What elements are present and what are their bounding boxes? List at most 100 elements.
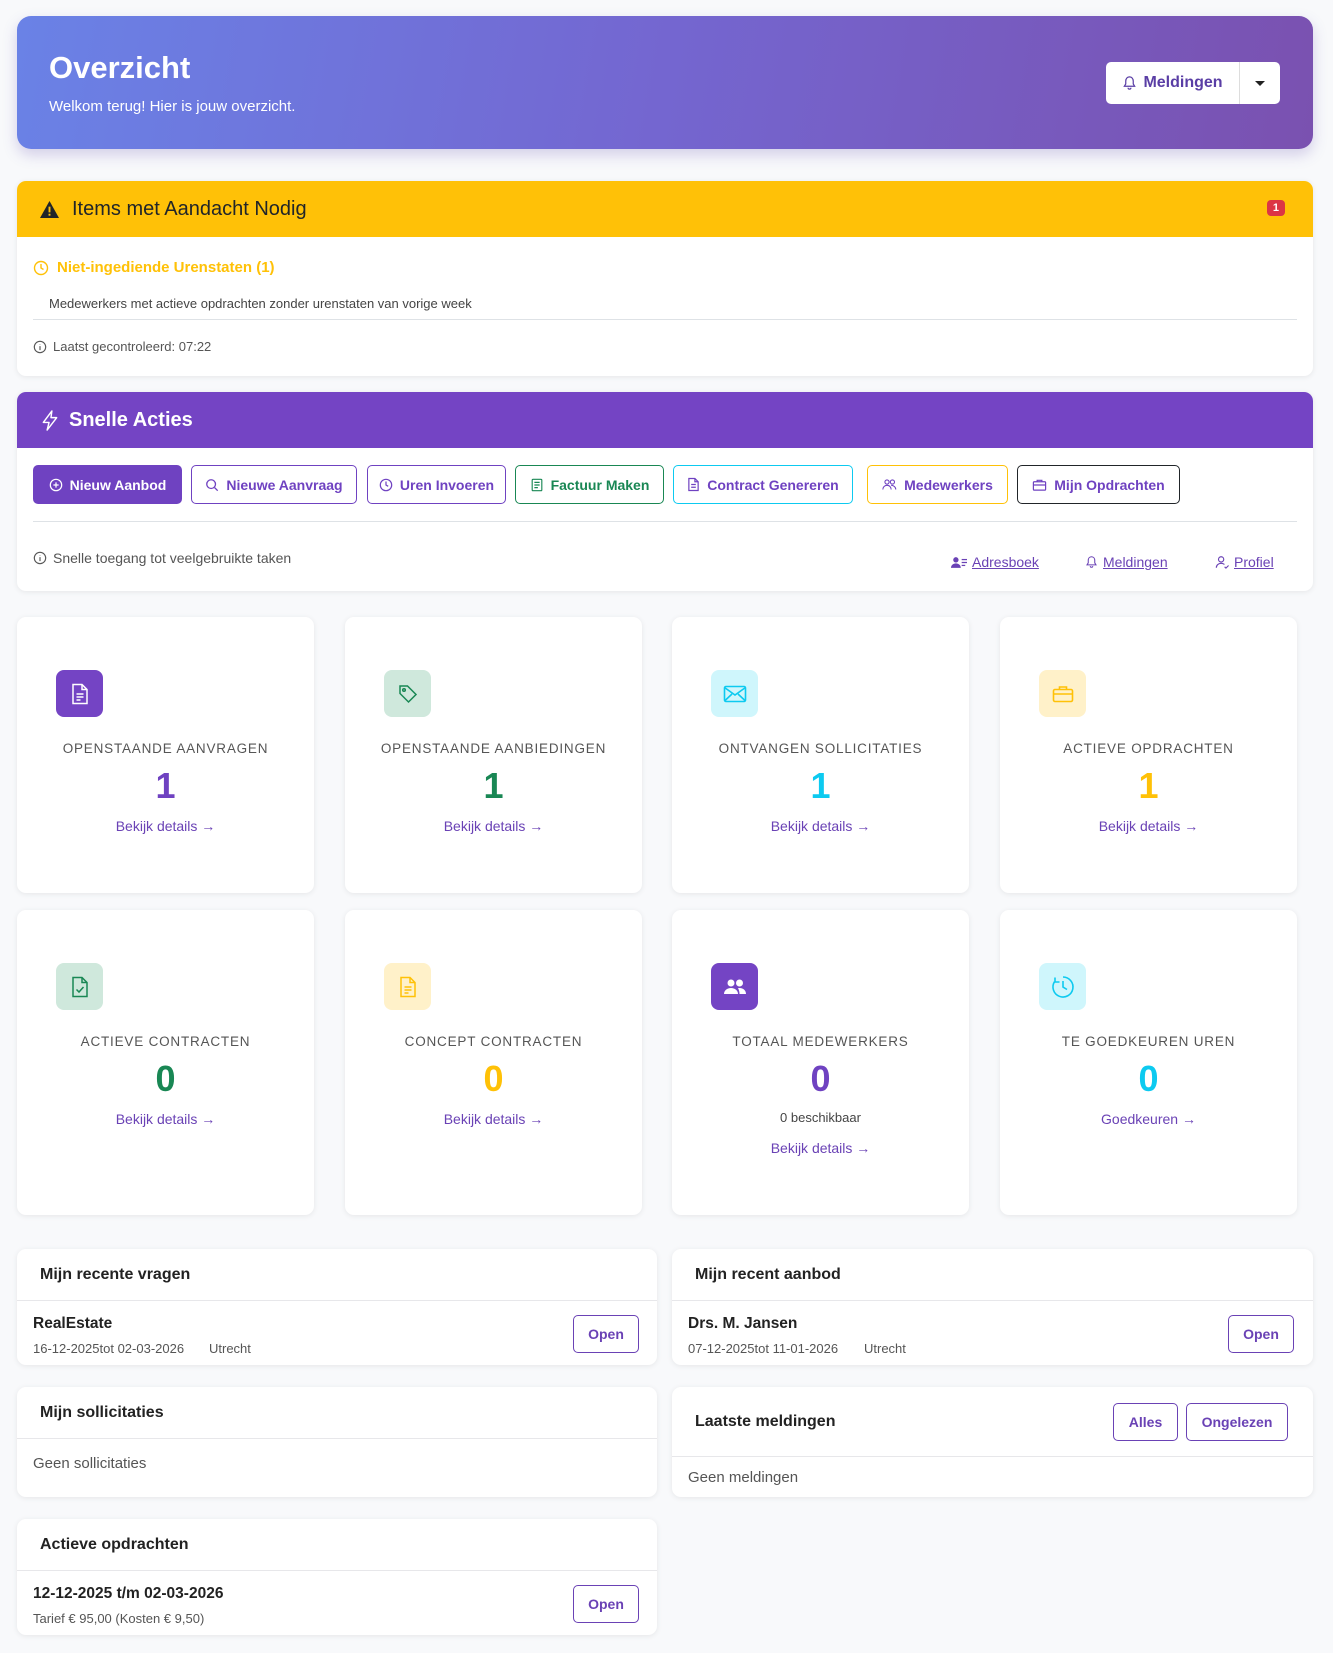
stat-card-active-contracts: ACTIEVE CONTRACTEN 0 Bekijk details → xyxy=(17,910,314,1215)
clock-icon xyxy=(1039,963,1086,1010)
address-book-link[interactable]: Adresboek xyxy=(951,554,1039,570)
bell-icon xyxy=(1123,76,1137,90)
page-title: Overzicht xyxy=(49,50,191,85)
stat-card-open-requests: OPENSTAANDE AANVRAGEN 1 Bekijk details → xyxy=(17,617,314,893)
recent-requests-card: Mijn recente vragen RealEstate 16-12-202… xyxy=(17,1249,657,1365)
document-check-icon xyxy=(56,963,103,1010)
lightning-icon xyxy=(42,409,58,431)
stat-value: 0 xyxy=(810,1058,831,1099)
envelope-icon xyxy=(711,670,758,717)
offer-title[interactable]: Drs. M. Jansen xyxy=(688,1315,798,1332)
notifications-dropdown-toggle[interactable] xyxy=(1240,62,1280,104)
stat-details-link[interactable]: Bekijk details → xyxy=(443,818,544,834)
quick-actions-hint: Snelle toegang tot veelgebruikte taken xyxy=(33,550,291,566)
last-checked: Laatst gecontroleerd: 07:22 xyxy=(33,339,211,354)
search-icon xyxy=(206,478,219,491)
applications-empty: Geen sollicitaties xyxy=(33,1455,147,1472)
stat-available-count: 0 beschikbaar xyxy=(780,1110,861,1125)
new-request-button[interactable]: Nieuwe Aanvraag xyxy=(191,465,357,504)
quick-actions-card: Snelle Acties Nieuw Aanbod Nieuwe Aanvra… xyxy=(17,392,1313,591)
notifications-button-label: Meldingen xyxy=(1143,74,1223,91)
stat-value: 1 xyxy=(155,765,176,806)
notifications-card: Laatste meldingen Alles Ongelezen Geen m… xyxy=(672,1387,1313,1497)
stat-value: 0 xyxy=(155,1058,176,1099)
stat-details-link[interactable]: Bekijk details → xyxy=(770,818,871,834)
briefcase-icon xyxy=(1039,670,1086,717)
address-book-link-label: Adresboek xyxy=(972,554,1039,570)
create-invoice-button-label: Factuur Maken xyxy=(550,476,650,493)
open-request-button[interactable]: Open xyxy=(573,1315,639,1353)
notifications-button[interactable]: Meldingen xyxy=(1106,62,1240,104)
invoice-icon xyxy=(531,478,542,491)
employees-button[interactable]: Medewerkers xyxy=(867,465,1008,504)
stat-label: ACTIEVE CONTRACTEN xyxy=(80,1034,251,1049)
open-offer-button[interactable]: Open xyxy=(1228,1315,1294,1353)
generate-contract-button[interactable]: Contract Genereren xyxy=(673,465,853,504)
quick-actions-header: Snelle Acties xyxy=(17,392,1313,448)
profile-link[interactable]: Profiel xyxy=(1215,554,1274,570)
info-icon xyxy=(33,551,47,565)
stat-card-received-applications: ONTVANGEN SOLLICITATIES 1 Bekijk details… xyxy=(672,617,969,893)
info-icon xyxy=(33,340,47,353)
user-icon xyxy=(1215,556,1229,569)
clock-icon xyxy=(379,478,393,491)
attention-title: Items met Aandacht Nodig xyxy=(72,197,307,220)
profile-link-label: Profiel xyxy=(1234,554,1274,570)
active-assignments-title: Actieve opdrachten xyxy=(17,1519,657,1571)
applications-card: Mijn sollicitaties Geen sollicitaties xyxy=(17,1387,657,1497)
notifications-all-button[interactable]: Alles xyxy=(1113,1403,1178,1441)
stat-card-concept-contracts: CONCEPT CONTRACTEN 0 Bekijk details → xyxy=(345,910,642,1215)
stat-details-link[interactable]: Bekijk details → xyxy=(1098,818,1199,834)
stat-details-link[interactable]: Bekijk details → xyxy=(443,1111,544,1127)
people-icon xyxy=(882,479,897,490)
notifications-empty: Geen meldingen xyxy=(688,1469,799,1486)
applications-title: Mijn sollicitaties xyxy=(17,1387,657,1439)
document-icon xyxy=(688,477,699,492)
stat-approve-link[interactable]: Goedkeuren → xyxy=(1101,1111,1196,1127)
stat-label: TOTAAL MEDEWERKERS xyxy=(732,1034,909,1049)
stat-details-link[interactable]: Bekijk details → xyxy=(770,1140,871,1156)
quick-actions-title: Snelle Acties xyxy=(69,408,193,431)
stat-card-active-assignments: ACTIEVE OPDRACHTEN 1 Bekijk details → xyxy=(1000,617,1297,893)
last-checked-text: Laatst gecontroleerd: 07:22 xyxy=(53,339,212,354)
employees-button-label: Medewerkers xyxy=(904,476,993,493)
offer-location: Utrecht xyxy=(864,1341,906,1356)
notifications-link-label: Meldingen xyxy=(1103,554,1168,570)
stat-value: 0 xyxy=(1138,1058,1159,1099)
enter-hours-button[interactable]: Uren Invoeren xyxy=(367,465,506,504)
offer-dates: 07-12-2025tot 11-01-2026 xyxy=(688,1341,839,1356)
stat-label: OPENSTAANDE AANVRAGEN xyxy=(62,741,269,756)
document-text-icon xyxy=(384,963,431,1010)
divider xyxy=(33,521,1297,522)
recent-offers-title: Mijn recent aanbod xyxy=(672,1249,1313,1301)
divider xyxy=(33,319,1297,320)
attention-item-title[interactable]: Niet-ingediende Urenstaten (1) xyxy=(33,259,275,276)
stat-value: 0 xyxy=(483,1058,504,1099)
request-title[interactable]: RealEstate xyxy=(33,1315,113,1332)
enter-hours-button-label: Uren Invoeren xyxy=(399,476,495,493)
new-offer-button[interactable]: Nieuw Aanbod xyxy=(33,465,182,504)
clock-icon xyxy=(33,260,49,275)
stat-card-total-employees: TOTAAL MEDEWERKERS 0 0 beschikbaar Bekij… xyxy=(672,910,969,1215)
my-assignments-button[interactable]: Mijn Opdrachten xyxy=(1017,465,1180,504)
active-assignments-card: Actieve opdrachten 12-12-2025 t/m 02-03-… xyxy=(17,1519,657,1635)
stat-label: CONCEPT CONTRACTEN xyxy=(404,1034,583,1049)
create-invoice-button[interactable]: Factuur Maken xyxy=(515,465,664,504)
stat-label: ONTVANGEN SOLLICITATIES xyxy=(718,741,923,756)
bell-icon xyxy=(1086,556,1097,568)
stat-details-link[interactable]: Bekijk details → xyxy=(115,818,216,834)
briefcase-icon xyxy=(1033,479,1047,491)
assignment-period[interactable]: 12-12-2025 t/m 02-03-2026 xyxy=(33,1585,224,1602)
attention-count-badge: 1 xyxy=(1266,200,1285,216)
page-header: Overzicht Welkom terug! Hier is jouw ove… xyxy=(17,16,1313,149)
notifications-link[interactable]: Meldingen xyxy=(1085,554,1168,570)
quick-actions-hint-text: Snelle toegang tot veelgebruikte taken xyxy=(53,550,292,566)
request-dates: 16-12-2025tot 02-03-2026 xyxy=(33,1341,185,1356)
recent-offers-card: Mijn recent aanbod Drs. M. Jansen 07-12-… xyxy=(672,1249,1313,1365)
stat-label: ACTIEVE OPDRACHTEN xyxy=(1063,741,1234,756)
stat-card-open-offers: OPENSTAANDE AANBIEDINGEN 1 Bekijk detail… xyxy=(345,617,642,893)
notifications-unread-button[interactable]: Ongelezen xyxy=(1186,1403,1288,1441)
open-assignment-button[interactable]: Open xyxy=(573,1585,639,1623)
stat-details-link[interactable]: Bekijk details → xyxy=(115,1111,216,1127)
generate-contract-button-label: Contract Genereren xyxy=(707,476,839,493)
